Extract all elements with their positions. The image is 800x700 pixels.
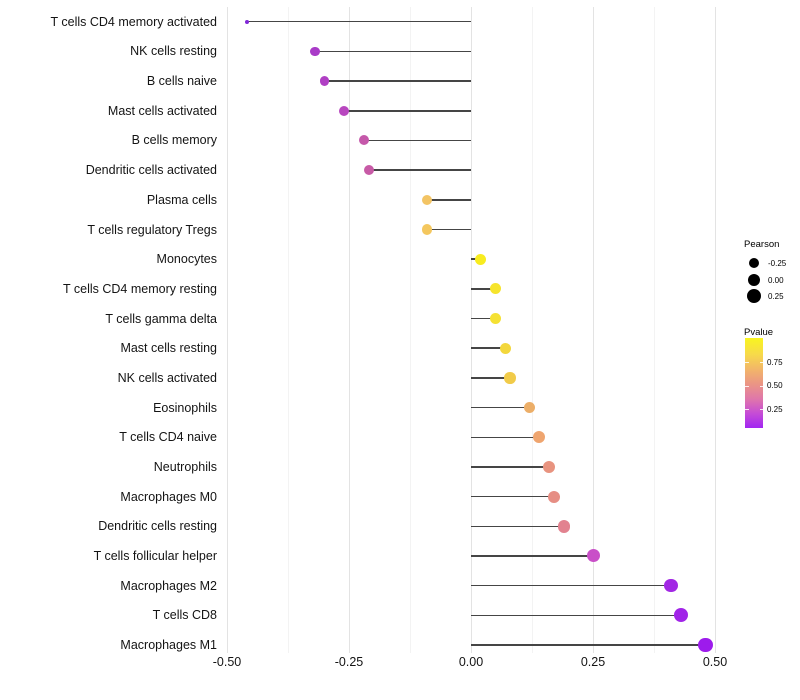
category-label: Macrophages M2	[120, 578, 217, 593]
lollipop-stem	[324, 80, 471, 82]
lollipop-stem	[471, 584, 672, 587]
category-label: T cells CD8	[152, 608, 217, 623]
lollipop-stem	[471, 317, 496, 320]
gridline-major	[227, 7, 228, 653]
lollipop-dot	[310, 46, 320, 57]
category-label: Macrophages M0	[120, 489, 217, 504]
legend-size-label: 0.25	[768, 291, 784, 301]
gridline-minor	[654, 7, 655, 653]
lollipop-dot	[664, 578, 678, 593]
gridline-major	[349, 7, 350, 653]
category-label: T cells CD4 memory activated	[50, 14, 218, 29]
pvalue-bar-tick	[745, 409, 749, 411]
lollipop-dot	[421, 224, 433, 235]
lollipop-stem	[314, 50, 471, 53]
lollipop-dot	[548, 490, 560, 503]
pvalue-tick-label: 0.50	[767, 381, 783, 391]
gridline-major	[715, 7, 716, 653]
legend-size-label: -0.25	[768, 258, 787, 268]
pvalue-bar-tick	[759, 409, 763, 411]
lollipop-dot	[533, 431, 546, 444]
lollipop-dot	[489, 313, 501, 324]
category-label: Macrophages M1	[120, 638, 217, 652]
gridline-minor	[288, 7, 289, 653]
lollipop-stem	[427, 199, 471, 201]
lollipop-dot	[673, 608, 688, 623]
x-tick-label: 0.50	[702, 655, 728, 669]
category-label: Monocytes	[156, 252, 217, 267]
lollipop-stem	[471, 644, 706, 646]
lollipop-dot	[339, 105, 350, 116]
legend-size-dot	[747, 289, 761, 303]
lollipop-stem	[471, 347, 506, 349]
category-label: T cells CD4 naive	[119, 430, 217, 445]
legend-size-label: 0.00	[768, 275, 784, 285]
lollipop-stem	[471, 525, 564, 527]
legend-size-dot	[748, 274, 760, 286]
pvalue-tick-label: 0.25	[767, 404, 783, 414]
pvalue-tick-label: 0.75	[767, 357, 783, 367]
category-label: Dendritic cells resting	[98, 519, 217, 534]
lollipop-stem	[368, 169, 471, 171]
category-label: NK cells resting	[130, 44, 217, 59]
legend-size-dot	[749, 258, 759, 268]
x-tick-label: 0.00	[458, 655, 484, 669]
lollipop-dot	[499, 342, 511, 354]
lollipop-stem	[363, 139, 471, 142]
lollipop-dot	[421, 194, 433, 205]
pvalue-bar-tick	[759, 385, 763, 387]
gridline-minor	[532, 7, 533, 653]
gridline-major	[593, 7, 594, 653]
x-tick-label: -0.25	[334, 655, 364, 669]
lollipop-stem	[471, 466, 550, 468]
category-label: T cells regulatory Tregs	[87, 222, 217, 237]
lollipop-dot	[504, 372, 516, 384]
lollipop-stem	[344, 110, 471, 112]
lollipop-stem	[471, 377, 510, 379]
lollipop-dot	[557, 520, 570, 533]
category-label: B cells memory	[131, 133, 217, 148]
lollipop-dot	[489, 283, 501, 295]
lollipop-dot	[698, 637, 713, 653]
lollipop-stem	[471, 406, 530, 409]
category-label: Plasma cells	[146, 192, 217, 207]
pvalue-bar-tick	[745, 362, 749, 364]
category-label: T cells CD4 memory resting	[63, 281, 217, 296]
lollipop-stem	[427, 228, 471, 231]
pvalue-gradient-bar	[745, 338, 763, 428]
category-label: Dendritic cells activated	[85, 163, 217, 178]
lollipop-dot	[363, 165, 374, 176]
category-label: T cells gamma delta	[105, 311, 217, 326]
lollipop-stem	[471, 436, 540, 438]
pvalue-bar-tick	[745, 385, 749, 387]
category-label: Mast cells resting	[120, 341, 217, 356]
lollipop-dot	[523, 401, 536, 414]
lollipop-stem	[471, 495, 554, 498]
lollipop-dot	[319, 76, 330, 86]
lollipop-stem	[471, 555, 593, 557]
lollipop-dot	[475, 253, 487, 265]
lollipop-dot	[586, 549, 600, 563]
lollipop-dot	[244, 19, 249, 24]
category-label: Mast cells activated	[107, 103, 217, 118]
pvalue-bar-tick	[759, 362, 763, 364]
category-label: Eosinophils	[153, 400, 217, 415]
lollipop-stem	[246, 20, 471, 23]
x-tick-label: -0.50	[212, 655, 242, 669]
lollipop-dot	[358, 135, 369, 146]
category-label: T cells follicular helper	[93, 548, 217, 563]
category-label: NK cells activated	[117, 370, 217, 385]
lollipop-dot	[543, 460, 556, 473]
gridline-major	[471, 7, 472, 653]
pearson-legend-title: Pearson	[744, 239, 780, 250]
x-tick-label: 0.25	[580, 655, 606, 669]
category-label: Neutrophils	[153, 459, 217, 474]
lollipop-stem	[471, 614, 681, 617]
pvalue-legend-title: Pvalue	[744, 327, 774, 338]
category-label: B cells naive	[146, 74, 217, 89]
gridline-minor	[410, 7, 411, 653]
lollipop-stem	[471, 288, 496, 290]
